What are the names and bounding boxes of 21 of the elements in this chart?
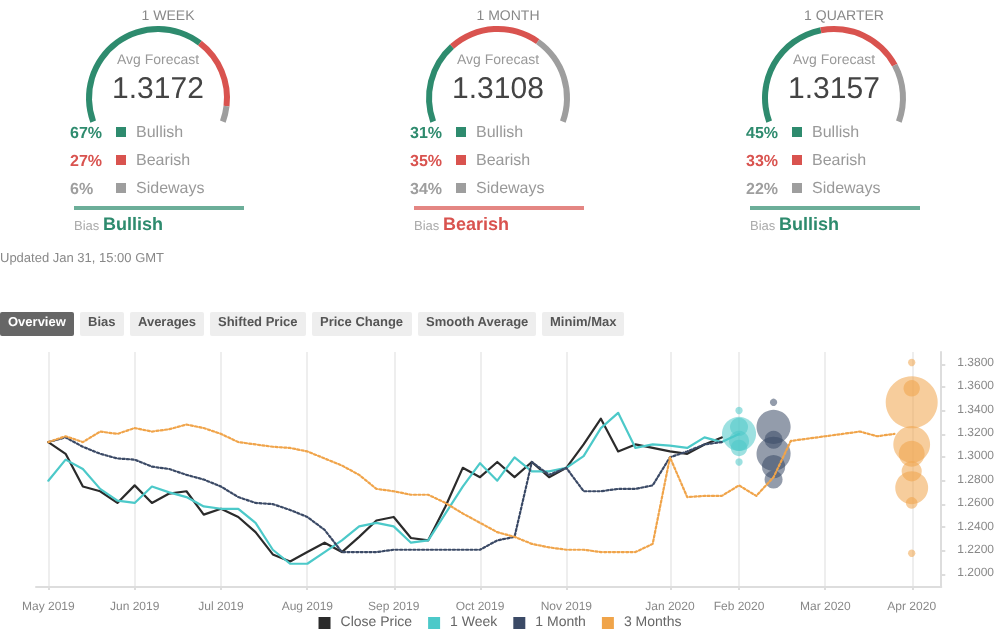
- legend-label: Bullish: [476, 123, 524, 141]
- data-label: 45%: [746, 124, 779, 144]
- data-label: 22%: [746, 180, 779, 200]
- legend-label: Bullish: [812, 123, 860, 141]
- data-label: 34%: [410, 180, 443, 200]
- legend-label: Bearish: [812, 151, 867, 169]
- text: 1.3157: [786, 72, 882, 106]
- data-label: 33%: [746, 152, 779, 172]
- data-label: 35%: [410, 152, 443, 172]
- legend-label: Sideways: [812, 179, 881, 197]
- legend-label: Bearish: [476, 151, 531, 169]
- legend-label: Bullish: [136, 123, 184, 141]
- legend-label: Bearish: [136, 151, 191, 169]
- legend-label: Sideways: [476, 179, 545, 197]
- legend-label: Sideways: [136, 179, 205, 197]
- data-label: 67%: [70, 124, 103, 144]
- data-label: 31%: [410, 124, 443, 144]
- data-label: 6%: [70, 180, 94, 200]
- text: 1.3172: [110, 72, 206, 106]
- text: 1.3108: [450, 72, 546, 106]
- data-label: 27%: [70, 152, 103, 172]
